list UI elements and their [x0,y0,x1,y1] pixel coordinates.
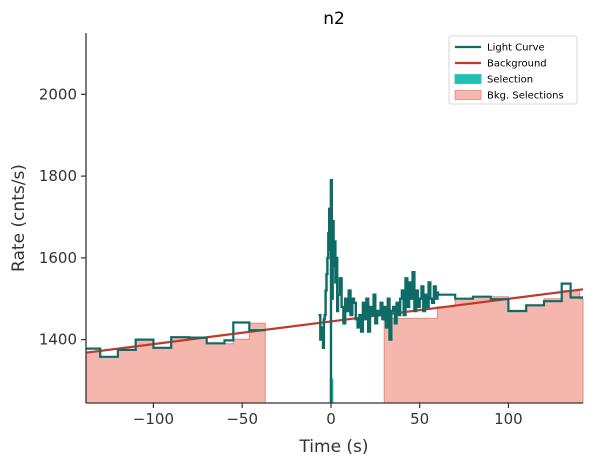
chart-title: n2 [323,9,345,29]
legend-frame [448,35,578,105]
legend-label: Bkg. Selections [487,91,564,102]
x-tick-label: 0 [326,410,336,428]
x-tick-label: −100 [133,410,174,428]
light-curve-line [86,321,266,358]
light-curve-line [437,282,583,313]
y-tick-label: 1400 [39,331,77,349]
legend-patch-swatch [454,74,482,84]
x-ticks: −100 −50 0 50 100 [133,403,523,428]
y-ticks: 1400 1600 1800 2000 [39,85,86,349]
y-tick-label: 2000 [39,85,77,103]
x-axis-title: Time (s) [298,437,368,457]
legend-label: Background [487,59,547,70]
y-tick-label: 1600 [39,249,77,267]
legend-patch-swatch [454,90,482,100]
x-tick-label: −50 [226,410,258,428]
x-tick-label: 50 [410,410,429,428]
x-tick-label: 100 [494,410,523,428]
legend-entries: Light Curve Background Selection Bkg. Selec… [454,43,564,102]
bkg-selection-area [85,322,266,404]
legend-label: Light Curve [487,43,545,54]
legend-label: Selection [487,75,533,86]
legend: Light Curve Background Selection Bkg. Selec… [448,35,578,105]
y-tick-label: 1800 [39,167,77,185]
light-curve-layer [86,179,583,403]
y-axis-title: Rate (cnts/s) [9,164,29,272]
bkg-selection-layer [85,290,584,404]
